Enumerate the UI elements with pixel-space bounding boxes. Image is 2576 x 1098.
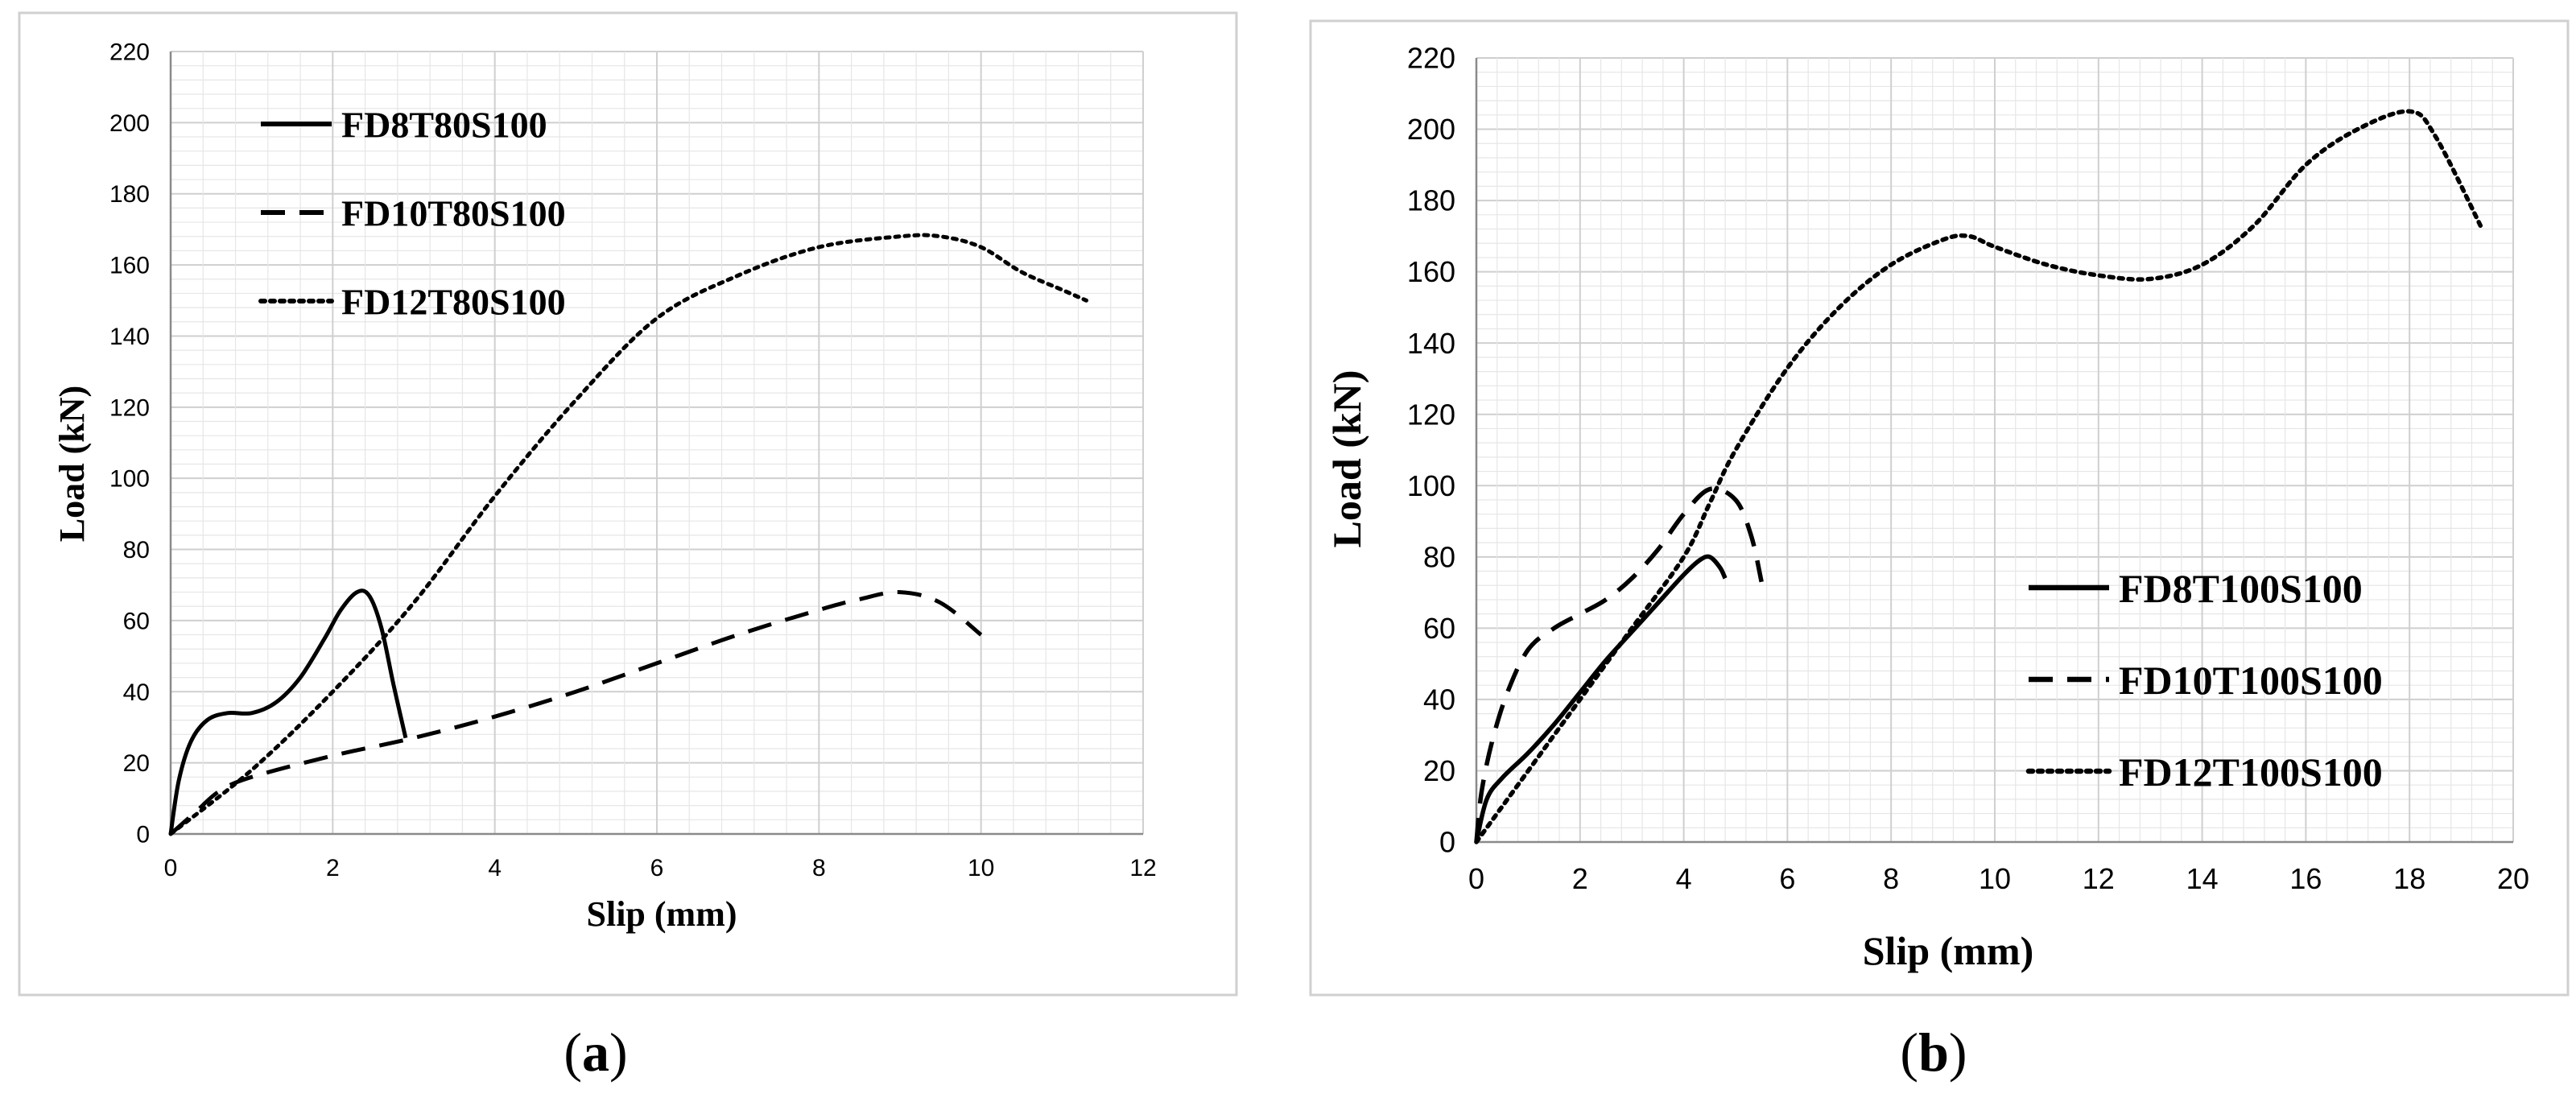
chart-a-y-axis-title: Load (kN) <box>52 386 92 542</box>
y-tick-label: 0 <box>136 822 150 848</box>
chart-b-x-axis-title: Slip (mm) <box>1863 928 2034 973</box>
legend-label-fd8t80s100: FD8T80S100 <box>341 105 547 146</box>
y-tick-label: 160 <box>109 253 150 279</box>
x-tick-label: 10 <box>1979 862 2011 895</box>
chart-a-legend: FD8T80S100 FD10T80S100 FD12T80S100 <box>258 105 566 323</box>
y-tick-label: 20 <box>1423 754 1455 787</box>
legend-label-fd10t80s100: FD10T80S100 <box>341 193 566 234</box>
y-tick-label: 100 <box>1407 469 1455 502</box>
series-line-fd8t80s100 <box>168 588 408 835</box>
x-tick-label: 2 <box>326 855 340 881</box>
chart-a-y-tick-labels: 0 20 40 60 80 100 120 140 160 180 200 220 <box>109 39 150 848</box>
x-tick-label: 8 <box>1883 862 1899 895</box>
y-tick-label: 180 <box>1407 184 1455 217</box>
panel-label-a: (a) <box>564 1022 627 1083</box>
chart-a-border <box>18 11 1238 997</box>
chart-b-legend: FD8T100S100 FD10T100S100 FD12T100S100 <box>2025 566 2383 795</box>
y-tick-label: 0 <box>1439 826 1455 859</box>
x-tick-label: 12 <box>1129 855 1156 881</box>
y-tick-label: 220 <box>1407 42 1455 75</box>
chart-b-series <box>1474 109 2485 844</box>
chart-a-x-axis-title: Slip (mm) <box>587 894 737 934</box>
x-tick-label: 16 <box>2289 862 2322 895</box>
y-tick-label: 20 <box>123 750 150 777</box>
chart-b-axes <box>1475 58 2513 844</box>
y-tick-label: 120 <box>1407 398 1455 431</box>
legend-label-fd12t80s100: FD12T80S100 <box>341 282 566 323</box>
y-tick-label: 200 <box>109 110 150 137</box>
x-tick-label: 12 <box>2083 862 2115 895</box>
x-tick-label: 10 <box>968 855 994 881</box>
panel-label-a-letter: a <box>582 1022 609 1083</box>
x-tick-label: 8 <box>812 855 826 881</box>
chart-panel-b: 0 20 40 60 80 100 120 140 160 180 200 220 0 2 4 6 8 10 12… <box>1309 19 2570 997</box>
y-tick-label: 120 <box>109 394 150 421</box>
chart-b-y-axis-title: Load (kN) <box>1324 370 1369 548</box>
chart-a-axes <box>169 52 1143 836</box>
legend-label-fd10t100s100: FD10T100S100 <box>2119 658 2383 703</box>
y-tick-label: 60 <box>123 608 150 634</box>
y-tick-label: 180 <box>109 181 150 208</box>
chart-b-y-tick-labels: 0 20 40 60 80 100 120 140 160 180 200 220 <box>1407 42 1455 859</box>
svg-text:(b): (b) <box>1900 1022 1967 1083</box>
x-tick-label: 0 <box>1468 862 1484 895</box>
chart-a-series <box>168 233 1088 836</box>
y-tick-label: 40 <box>123 679 150 706</box>
y-tick-label: 200 <box>1407 113 1455 146</box>
x-tick-label: 20 <box>2497 862 2529 895</box>
y-tick-label: 80 <box>1423 540 1455 573</box>
chart-b-x-tick-labels: 0 2 4 6 8 10 12 14 16 18 20 <box>1468 862 2529 895</box>
y-tick-label: 100 <box>109 466 150 493</box>
series-line-fd10t100s100 <box>1474 486 1764 843</box>
y-tick-label: 160 <box>1407 255 1455 288</box>
x-tick-label: 6 <box>1779 862 1795 895</box>
series-line-fd12t80s100 <box>168 233 1088 836</box>
chart-panel-a: 0 20 40 60 80 100 120 140 160 180 200 220 0 2 4 6 8 10 12… <box>18 11 1238 997</box>
panel-label-b-letter: b <box>1918 1022 1949 1083</box>
y-tick-label: 60 <box>1423 612 1455 645</box>
chart-b-border <box>1309 19 2570 997</box>
y-tick-label: 40 <box>1423 683 1455 716</box>
x-tick-label: 4 <box>1676 862 1692 895</box>
y-tick-label: 220 <box>109 39 150 66</box>
x-tick-label: 0 <box>164 855 178 881</box>
legend-label-fd12t100s100: FD12T100S100 <box>2119 749 2383 795</box>
y-tick-label: 140 <box>109 324 150 350</box>
legend-label-fd8t100s100: FD8T100S100 <box>2119 566 2363 611</box>
chart-b-grid <box>1476 57 2514 843</box>
y-tick-label: 140 <box>1407 327 1455 360</box>
x-tick-label: 18 <box>2393 862 2425 895</box>
panel-label-b: (b) <box>1900 1022 1967 1083</box>
x-tick-label: 2 <box>1572 862 1588 895</box>
series-line-fd12t100s100 <box>1474 109 2485 844</box>
x-tick-label: 6 <box>650 855 664 881</box>
x-tick-label: 4 <box>488 855 502 881</box>
x-tick-label: 14 <box>2186 862 2219 895</box>
chart-a-x-tick-labels: 0 2 4 6 8 10 12 <box>164 855 1157 881</box>
svg-text:(a): (a) <box>564 1022 627 1083</box>
y-tick-label: 80 <box>123 537 150 563</box>
